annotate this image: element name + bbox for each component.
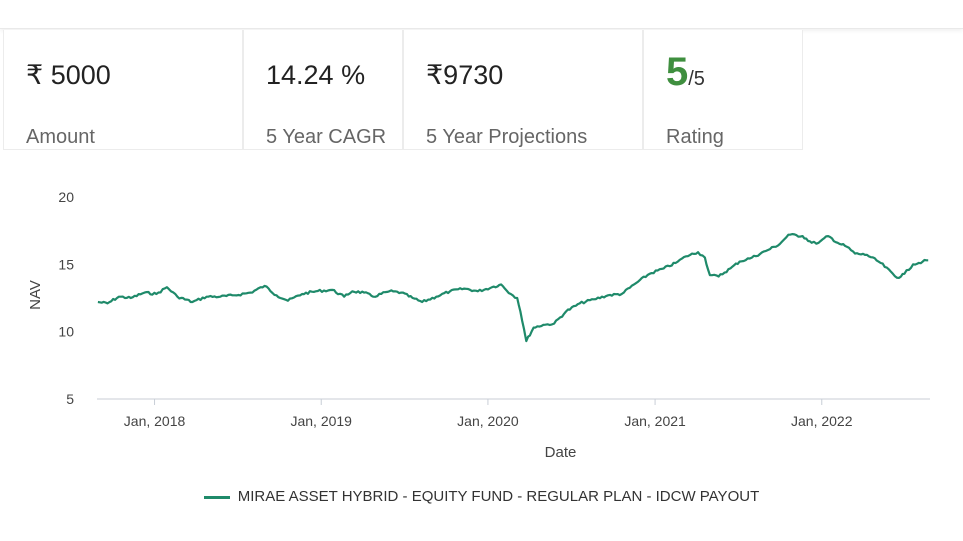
rating-label: Rating (666, 126, 724, 148)
y-tick-label: 5 (66, 391, 74, 407)
rating-out-of: /5 (688, 68, 705, 90)
cagr-card: 14.24 % 5 Year CAGR (243, 30, 403, 150)
x-tick-label: Jan, 2021 (624, 413, 686, 429)
amount-label: Amount (26, 126, 95, 148)
x-tick-label: Jan, 2022 (791, 413, 853, 429)
legend-label: MIRAE ASSET HYBRID - EQUITY FUND - REGUL… (237, 488, 760, 505)
top-bar (0, 0, 963, 29)
series-line (97, 233, 929, 343)
y-tick-label: 15 (58, 256, 74, 272)
rating-score: 5 (666, 50, 689, 94)
chart-legend[interactable]: MIRAE ASSET HYBRID - EQUITY FUND - REGUL… (0, 488, 963, 505)
cagr-label: 5 Year CAGR (266, 126, 387, 148)
amount-card: ₹ 5000 Amount (3, 30, 243, 150)
rating-card: 5/5 Rating (643, 30, 803, 150)
y-tick-label: 10 (58, 324, 74, 340)
amount-value: ₹ 5000 (26, 60, 111, 90)
rating-value: 5/5 (666, 50, 705, 95)
projection-label: 5 Year Projections (426, 126, 588, 148)
legend-swatch (203, 495, 230, 499)
nav-line-chart: 5 10 15 20 Jan, 2018 Jan, 2019 Jan, 2020 Jan, 2… (27, 189, 930, 461)
rupee-symbol: ₹ (26, 60, 44, 90)
projection-card: ₹9730 5 Year Projections (403, 30, 643, 150)
y-axis-title: NAV (27, 280, 44, 310)
projection-value: ₹9730 (426, 60, 504, 90)
cagr-value: 14.24 % (266, 60, 366, 90)
x-tick-label: Jan, 2018 (124, 413, 186, 429)
x-axis-title: Date (545, 444, 577, 461)
x-tick-label: Jan, 2019 (290, 413, 352, 429)
y-tick-label: 20 (58, 189, 74, 205)
x-tick-label: Jan, 2020 (457, 413, 519, 429)
